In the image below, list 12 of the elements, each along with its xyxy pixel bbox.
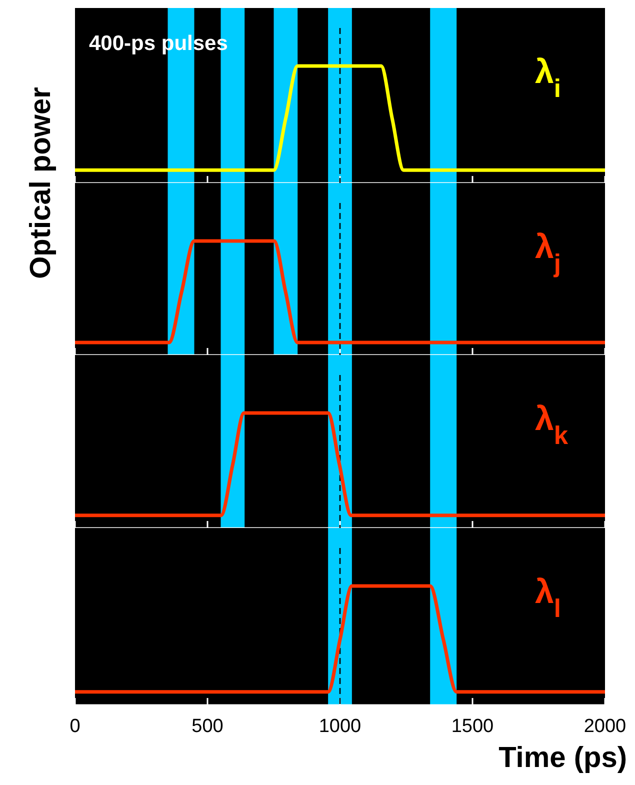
x-tick-label: 2000 [584,716,626,737]
y-axis-title: Optical power [25,87,57,279]
x-tick-label: 1500 [451,716,494,737]
text: λ$_{l}$ [535,573,562,623]
x-tick-label: 1000 [318,716,362,737]
x-tick-label: 500 [192,716,224,737]
series-label: λ$_{i}$ [535,53,562,103]
series-label: λ$_{j}$ [535,228,562,278]
series-label: λ$_{k}$ [535,400,569,450]
x-axis-title: Time (ps) [498,742,627,774]
text: 400-ps pulses [89,32,228,55]
x-tick-label: 0 [70,716,80,737]
